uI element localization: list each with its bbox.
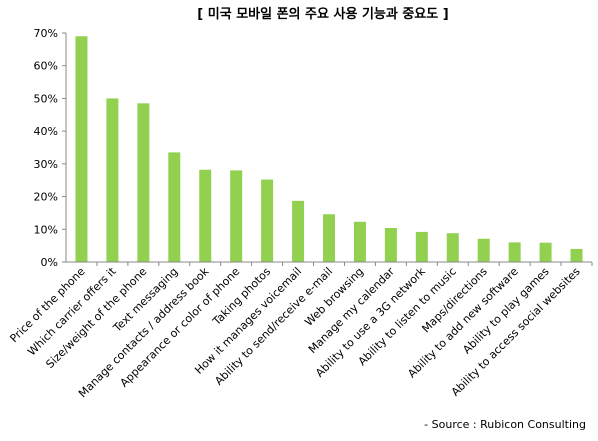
bar <box>508 242 521 262</box>
bar <box>261 179 274 262</box>
source-note: - Source : Rubicon Consulting <box>424 418 586 431</box>
y-tick-label: 20% <box>34 191 58 204</box>
bar <box>75 36 88 263</box>
bar <box>477 238 490 262</box>
bar <box>323 214 335 262</box>
bar <box>199 169 212 262</box>
y-tick-label: 70% <box>34 27 58 40</box>
bar <box>137 103 150 262</box>
bar <box>446 233 459 262</box>
y-axis-ticks: 0% 10% 20% 30% 40% 50% 60% 70% <box>34 27 66 269</box>
bar <box>384 227 397 262</box>
bar <box>353 221 366 262</box>
y-tick-label: 50% <box>34 92 58 105</box>
bar <box>292 200 305 262</box>
chart-title: [ 미국 모바일 폰의 주요 사용 기능과 중요도 ] <box>197 6 448 22</box>
bar <box>415 231 428 262</box>
y-tick-label: 40% <box>34 125 58 138</box>
bar <box>106 98 119 262</box>
y-tick-label: 10% <box>34 223 58 236</box>
y-tick-label: 30% <box>34 158 58 171</box>
y-tick-label: 60% <box>34 60 58 73</box>
bar <box>539 242 552 262</box>
y-tick-label: 0% <box>41 256 58 269</box>
bar <box>168 152 181 262</box>
bars <box>75 36 583 263</box>
bar <box>570 248 583 262</box>
bar <box>230 170 243 262</box>
